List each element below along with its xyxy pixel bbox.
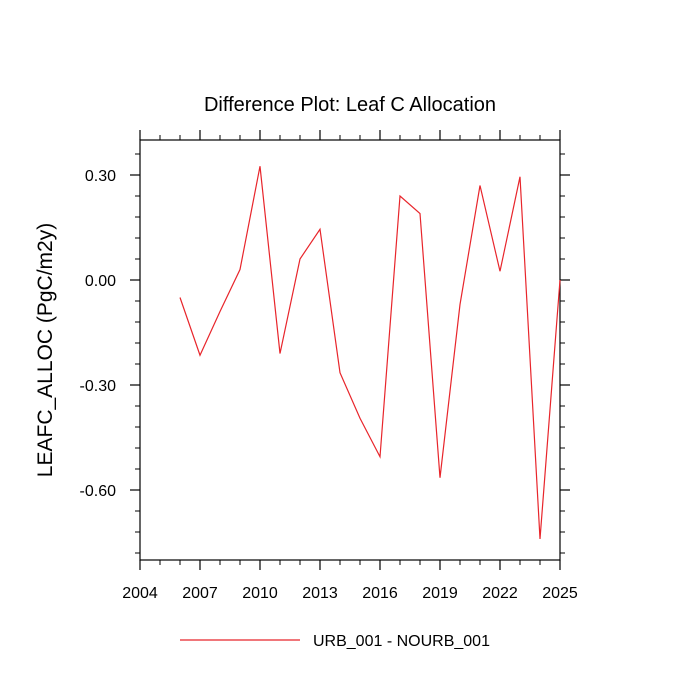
plot-frame xyxy=(139,139,561,561)
legend-label-series-1: URB_001 - NOURB_001 xyxy=(313,633,490,650)
y-tick-label: 0.00 xyxy=(85,273,116,290)
x-tick-label: 2010 xyxy=(242,585,278,602)
x-tick-label: 2016 xyxy=(362,585,398,602)
series-layer xyxy=(179,166,561,540)
y-tick-label: -0.30 xyxy=(80,378,117,395)
x-tick-label: 2007 xyxy=(182,585,218,602)
x-tick-label: 2013 xyxy=(302,585,338,602)
x-tick-label: 2019 xyxy=(422,585,458,602)
x-tick-label: 2004 xyxy=(122,585,158,602)
legend: URB_001 - NOURB_001 xyxy=(180,633,490,650)
x-tick-label: 2025 xyxy=(542,585,578,602)
y-axis-label: LEAFC_ALLOC (PgC/m2y) xyxy=(34,223,57,477)
x-tick-label: 2022 xyxy=(482,585,518,602)
series-line-1 xyxy=(179,166,561,540)
chart-title: Difference Plot: Leaf C Allocation xyxy=(204,94,496,116)
y-tick-label: 0.30 xyxy=(85,168,116,185)
ticks-layer: 2004 2007 2010 2013 2016 2019 2022 2025 0.30 0.00… xyxy=(80,130,578,602)
y-tick-label: -0.60 xyxy=(80,483,117,500)
